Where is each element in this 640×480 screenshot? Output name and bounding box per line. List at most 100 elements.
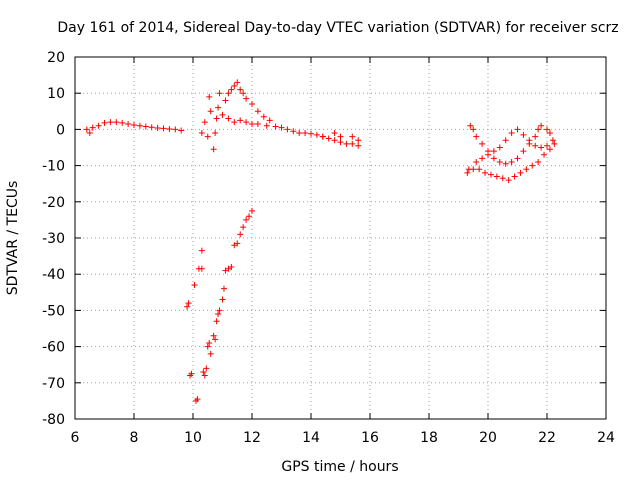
data-point: [485, 151, 491, 158]
data-point: [249, 207, 255, 214]
y-axis-label: SDTVAR / TECUs: [5, 181, 21, 296]
data-point: [482, 169, 489, 176]
data-point: [136, 122, 143, 129]
data-point: [284, 126, 291, 133]
x-axis-label: GPS time / hours: [281, 459, 398, 475]
data-point: [355, 142, 362, 149]
data-point: [231, 119, 238, 126]
axis-ticks: 6 8 10 12 14 16 18 20 22 24 20 10 0 -10 -20 -30 -40 -50 -6…: [42, 50, 615, 446]
data-point: [178, 127, 185, 134]
data-point: [541, 151, 548, 158]
data-point: [502, 137, 509, 144]
series-falling-streak-B: [198, 207, 255, 357]
data-point: [206, 339, 213, 346]
y-tick-label: -20: [42, 195, 65, 211]
data-point: [83, 126, 90, 133]
data-point: [228, 86, 235, 93]
data-point: [464, 169, 471, 176]
data-point: [529, 162, 536, 169]
data-point: [479, 140, 486, 147]
data-point: [95, 122, 102, 129]
data-point: [184, 303, 191, 310]
data-point: [490, 148, 497, 155]
data-point: [240, 90, 247, 97]
data-point: [206, 93, 213, 100]
data-point: [234, 240, 241, 247]
data-point: [89, 124, 96, 131]
data-point: [331, 130, 338, 137]
data-point: [212, 130, 219, 137]
data-point: [207, 108, 214, 115]
series-evening-loop: [464, 122, 558, 184]
y-tick-label: 20: [47, 50, 65, 66]
data-point: [154, 124, 161, 131]
data-point: [313, 131, 320, 138]
y-tick-label: 10: [47, 86, 65, 102]
data-point: [538, 144, 545, 151]
gridlines: [75, 57, 606, 419]
data-point: [198, 247, 205, 254]
series-early-morning-arc: [83, 119, 185, 137]
data-point: [210, 146, 217, 153]
data-point: [308, 130, 314, 137]
data-point: [514, 155, 521, 162]
data-point: [207, 350, 214, 357]
data-point: [479, 155, 486, 162]
x-tick-label: 14: [302, 430, 320, 446]
data-point: [107, 119, 114, 126]
data-point: [514, 126, 521, 133]
data-point: [546, 130, 553, 137]
x-tick-label: 12: [243, 430, 261, 446]
data-point: [216, 307, 223, 314]
data-point: [260, 113, 267, 120]
data-point: [532, 142, 539, 149]
data-point: [526, 137, 533, 144]
data-point: [198, 265, 205, 272]
data-point: [216, 90, 223, 97]
data-point: [337, 133, 344, 140]
data-point: [204, 133, 211, 140]
data-point: [325, 135, 332, 142]
data-point: [508, 158, 515, 165]
data-point: [204, 343, 211, 350]
data-point: [213, 318, 220, 325]
data-point: [272, 123, 279, 130]
data-point: [191, 282, 198, 289]
data-point: [185, 300, 192, 307]
data-point: [470, 126, 477, 133]
data-point: [210, 332, 217, 339]
data-point: [302, 130, 309, 137]
x-tick-label: 24: [597, 430, 615, 446]
y-tick-label: -60: [42, 340, 65, 356]
series-falling-streak-A: [184, 265, 210, 404]
data-point: [198, 130, 205, 137]
data-point: [215, 311, 222, 318]
data-point: [487, 171, 494, 178]
data-point: [243, 119, 250, 126]
data-point: [249, 101, 255, 108]
data-point: [331, 137, 338, 144]
data-point: [535, 158, 542, 165]
series-midday-scatter: [198, 79, 273, 153]
data-point: [263, 122, 270, 129]
data-point: [142, 123, 149, 130]
data-point: [228, 263, 235, 270]
data-point: [220, 285, 227, 292]
data-point: [203, 365, 210, 372]
data-point: [225, 115, 232, 122]
data-point: [148, 124, 155, 131]
data-point: [551, 140, 558, 147]
data-point: [86, 130, 93, 137]
data-point: [231, 82, 238, 89]
data-point: [508, 130, 515, 137]
data-point: [249, 120, 255, 127]
data-point: [544, 142, 550, 149]
data-point: [254, 120, 261, 127]
data-point: [172, 126, 179, 133]
y-tick-label: -10: [42, 159, 65, 175]
data-point: [219, 111, 226, 118]
data-point: [546, 146, 553, 153]
data-point: [254, 108, 261, 115]
data-point: [201, 119, 208, 126]
